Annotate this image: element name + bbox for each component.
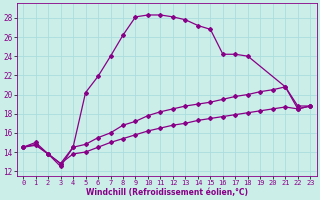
X-axis label: Windchill (Refroidissement éolien,°C): Windchill (Refroidissement éolien,°C) [86,188,248,197]
